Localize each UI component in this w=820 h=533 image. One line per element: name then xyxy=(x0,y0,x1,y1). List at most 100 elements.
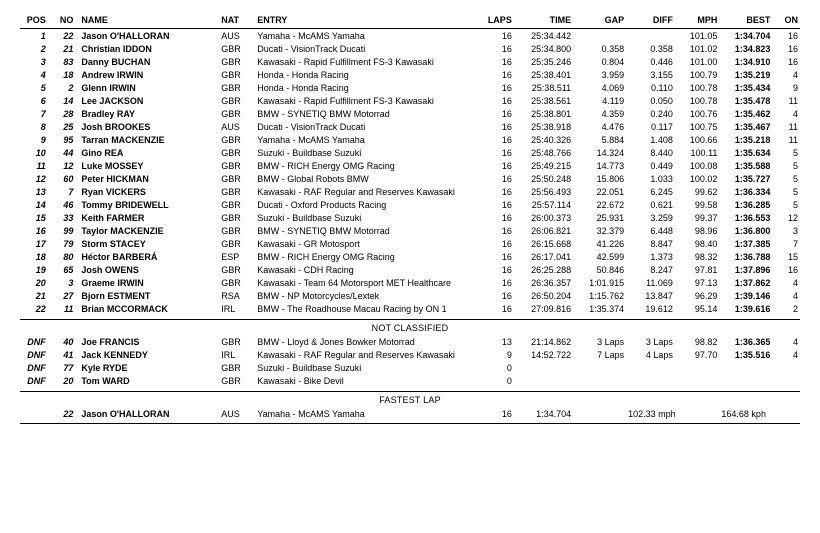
cell-name: Graeme Irwin xyxy=(79,276,219,289)
cell-best: 1:34.704 xyxy=(719,29,772,43)
cell-name: Keith Farmer xyxy=(79,211,219,224)
cell-gap: 1:35.374 xyxy=(573,302,626,315)
cell-no: 83 xyxy=(52,55,80,68)
cell-entry: Yamaha - McAMS Yamaha xyxy=(255,29,478,43)
cell-mph: 98.82 xyxy=(675,335,720,348)
section-fastest-lap: FASTEST LAP xyxy=(20,387,800,407)
cell-mph: 97.13 xyxy=(675,276,720,289)
cell-name: Josh Owens xyxy=(79,263,219,276)
header-mph: MPH xyxy=(675,12,720,29)
cell-pos: 12 xyxy=(20,172,52,185)
cell-on: 5 xyxy=(772,159,800,172)
cell-time: 25:38.401 xyxy=(514,68,573,81)
cell-on: 5 xyxy=(772,172,800,185)
cell-nat: GBR xyxy=(219,94,255,107)
table-row: 203Graeme IrwinGBRKawasaki - Team 64 Mot… xyxy=(20,276,800,289)
cell-laps: 16 xyxy=(478,289,514,302)
cell-no: 95 xyxy=(52,133,80,146)
cell-laps: 16 xyxy=(478,42,514,55)
header-entry: ENTRY xyxy=(255,12,478,29)
cell-no: 40 xyxy=(52,335,80,348)
table-row: 418Andrew IrwinGBRHonda - Honda Racing16… xyxy=(20,68,800,81)
fl-time: 1:34.704 xyxy=(514,407,573,424)
cell-no: 33 xyxy=(52,211,80,224)
cell-no: 28 xyxy=(52,107,80,120)
cell-on: 16 xyxy=(772,55,800,68)
cell-mph: 98.40 xyxy=(675,237,720,250)
cell-name: Storm Stacey xyxy=(79,237,219,250)
cell-laps: 9 xyxy=(478,348,514,361)
cell-diff: 0.449 xyxy=(626,159,675,172)
cell-gap: 0.358 xyxy=(573,42,626,55)
cell-mph: 96.29 xyxy=(675,289,720,302)
cell-diff xyxy=(626,374,675,387)
cell-on: 11 xyxy=(772,94,800,107)
cell-best: 1:37.385 xyxy=(719,237,772,250)
cell-gap: 1:15.762 xyxy=(573,289,626,302)
cell-gap: 50.846 xyxy=(573,263,626,276)
cell-entry: Suzuki - Buildbase Suzuki xyxy=(255,361,478,374)
cell-on: 9 xyxy=(772,81,800,94)
cell-mph: 99.37 xyxy=(675,211,720,224)
cell-nat: AUS xyxy=(219,29,255,43)
cell-time: 26:06.821 xyxy=(514,224,573,237)
cell-time: 25:50.248 xyxy=(514,172,573,185)
cell-nat: IRL xyxy=(219,302,255,315)
cell-no: 27 xyxy=(52,289,80,302)
header-gap: GAP xyxy=(573,12,626,29)
cell-name: Jack Kennedy xyxy=(79,348,219,361)
cell-diff: 0.621 xyxy=(626,198,675,211)
cell-time: 25:34.442 xyxy=(514,29,573,43)
cell-pos: 11 xyxy=(20,159,52,172)
table-row: DNF20Tom WardGBRKawasaki - Bike Devil0 xyxy=(20,374,800,387)
cell-on: 2 xyxy=(772,302,800,315)
cell-no: 18 xyxy=(52,68,80,81)
cell-mph: 95.14 xyxy=(675,302,720,315)
cell-on: 4 xyxy=(772,68,800,81)
cell-entry: Kawasaki - GR Motosport xyxy=(255,237,478,250)
cell-time: 25:35.246 xyxy=(514,55,573,68)
cell-no: 21 xyxy=(52,42,80,55)
cell-name: Peter Hickman xyxy=(79,172,219,185)
table-row: DNF41Jack KennedyIRLKawasaki - RAF Regul… xyxy=(20,348,800,361)
cell-diff: 0.110 xyxy=(626,81,675,94)
cell-entry: Kawasaki - Bike Devil xyxy=(255,374,478,387)
table-row: 1779Storm StaceyGBRKawasaki - GR Motospo… xyxy=(20,237,800,250)
cell-gap: 25.931 xyxy=(573,211,626,224)
fl-nat: AUS xyxy=(219,407,255,424)
table-row: 1112Luke MosseyGBRBMW - RICH Energy OMG … xyxy=(20,159,800,172)
cell-time: 25:38.561 xyxy=(514,94,573,107)
cell-time: 25:48.766 xyxy=(514,146,573,159)
cell-on: 4 xyxy=(772,289,800,302)
cell-on: 4 xyxy=(772,335,800,348)
cell-entry: BMW - SYNETIQ BMW Motorrad xyxy=(255,107,478,120)
cell-entry: BMW - SYNETIQ BMW Motorrad xyxy=(255,224,478,237)
cell-entry: BMW - RICH Energy OMG Racing xyxy=(255,250,478,263)
cell-time: 26:50.204 xyxy=(514,289,573,302)
cell-gap: 15.806 xyxy=(573,172,626,185)
cell-best: 1:34.910 xyxy=(719,55,772,68)
cell-diff: 6.245 xyxy=(626,185,675,198)
cell-diff: 0.446 xyxy=(626,55,675,68)
cell-on: 11 xyxy=(772,133,800,146)
cell-best: 1:35.478 xyxy=(719,94,772,107)
cell-on: 12 xyxy=(772,211,800,224)
cell-entry: Honda - Honda Racing xyxy=(255,81,478,94)
table-row: 1880Héctor BarberáESPBMW - RICH Energy O… xyxy=(20,250,800,263)
cell-diff: 8.440 xyxy=(626,146,675,159)
cell-pos: 6 xyxy=(20,94,52,107)
cell-laps: 16 xyxy=(478,224,514,237)
cell-nat: GBR xyxy=(219,237,255,250)
cell-nat: GBR xyxy=(219,263,255,276)
cell-diff: 3.259 xyxy=(626,211,675,224)
cell-laps: 16 xyxy=(478,237,514,250)
cell-gap: 32.379 xyxy=(573,224,626,237)
cell-nat: GBR xyxy=(219,172,255,185)
cell-diff: 3 Laps xyxy=(626,335,675,348)
cell-gap: 4.476 xyxy=(573,120,626,133)
table-row: 825Josh BrookesAUSDucati - VisionTrack D… xyxy=(20,120,800,133)
cell-on: 4 xyxy=(772,276,800,289)
cell-mph: 98.96 xyxy=(675,224,720,237)
cell-pos: 1 xyxy=(20,29,52,43)
cell-no: 46 xyxy=(52,198,80,211)
